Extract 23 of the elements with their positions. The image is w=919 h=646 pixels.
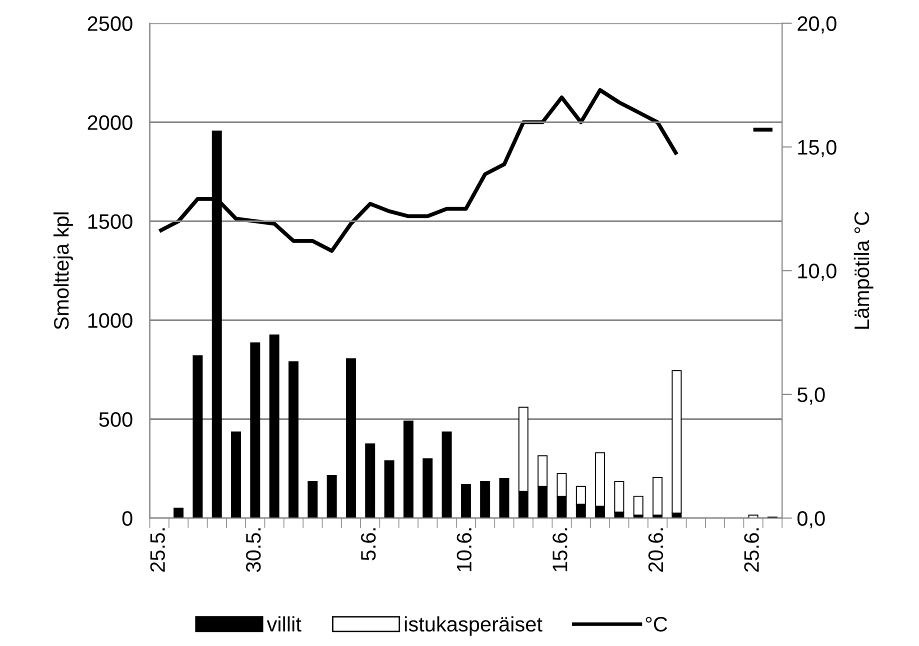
y2-tick-label: 15,0: [798, 140, 836, 158]
x-tick-label: 25.6.: [744, 528, 759, 572]
y-tick-label: 1500: [88, 214, 132, 229]
y-tick-label: 2500: [88, 16, 132, 32]
legend-label: villit: [266, 616, 302, 632]
y-tick-label: 0: [122, 511, 132, 526]
y2-tick-label: 5,0: [797, 387, 825, 405]
y-axis-title: Smoltteja kpl: [53, 212, 73, 330]
y-tick-label: 500: [99, 412, 132, 427]
y-tick-label: 2000: [88, 115, 132, 130]
y2-axis-title: Lämpötila °C: [854, 212, 874, 329]
x-tick-label: 20.6.: [648, 528, 664, 572]
x-tick-label: 25.5.: [150, 528, 165, 572]
x-tick-label: 15.6.: [552, 528, 568, 572]
y2-tick-label: 0,0: [797, 511, 825, 528]
y-tick-label: 1000: [88, 313, 132, 328]
x-tick-label: 30.5.: [246, 528, 261, 572]
legend-label: °C: [646, 616, 668, 632]
legend-label: istukasperäiset: [404, 616, 542, 636]
y2-tick-label: 10,0: [798, 264, 836, 281]
y2-tick-label: 20,0: [798, 16, 836, 34]
x-tick-label: 10.6.: [456, 528, 472, 572]
x-tick-label: 5.6.: [360, 528, 376, 560]
